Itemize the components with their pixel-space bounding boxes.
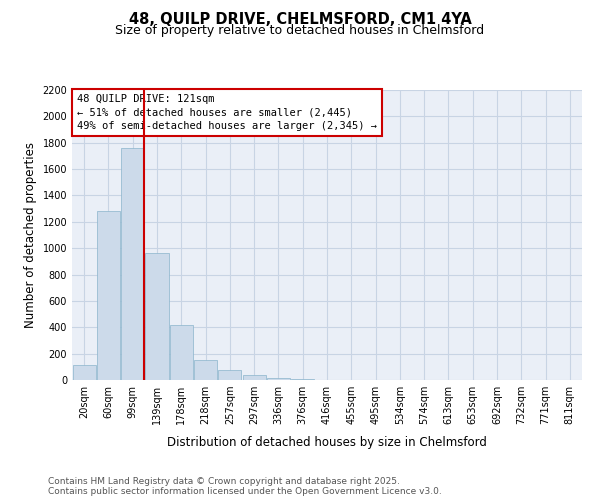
- Text: Contains HM Land Registry data © Crown copyright and database right 2025.: Contains HM Land Registry data © Crown c…: [48, 478, 400, 486]
- Bar: [121, 148, 144, 380]
- Text: 48, QUILP DRIVE, CHELMSFORD, CM1 4YA: 48, QUILP DRIVE, CHELMSFORD, CM1 4YA: [128, 12, 472, 28]
- Bar: [97, 210, 120, 380]
- Bar: [267, 378, 290, 380]
- Text: Distribution of detached houses by size in Chelmsford: Distribution of detached houses by size …: [167, 436, 487, 449]
- Text: 48 QUILP DRIVE: 121sqm
← 51% of detached houses are smaller (2,445)
49% of semi-: 48 QUILP DRIVE: 121sqm ← 51% of detached…: [77, 94, 377, 130]
- Bar: [170, 324, 193, 380]
- Text: Contains public sector information licensed under the Open Government Licence v3: Contains public sector information licen…: [48, 488, 442, 496]
- Bar: [291, 379, 314, 380]
- Bar: [218, 370, 241, 380]
- Bar: [73, 365, 95, 380]
- Bar: [194, 360, 217, 380]
- Bar: [242, 376, 266, 380]
- Text: Size of property relative to detached houses in Chelmsford: Size of property relative to detached ho…: [115, 24, 485, 37]
- Bar: [145, 254, 169, 380]
- Y-axis label: Number of detached properties: Number of detached properties: [24, 142, 37, 328]
